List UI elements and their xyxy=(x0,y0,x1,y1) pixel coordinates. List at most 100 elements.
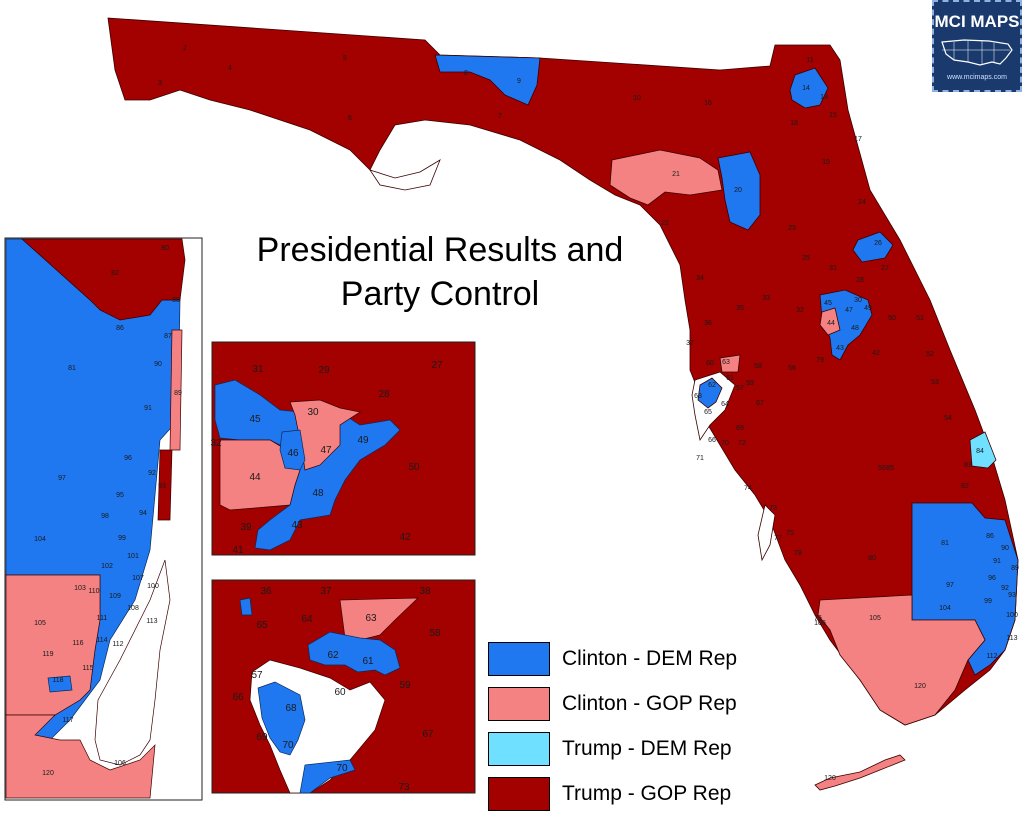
svg-text:18: 18 xyxy=(790,120,798,127)
svg-text:62: 62 xyxy=(708,382,716,389)
district-8-9 xyxy=(434,54,541,106)
svg-text:45: 45 xyxy=(249,414,261,425)
logo-title: MCI MAPS xyxy=(934,12,1020,31)
svg-text:57: 57 xyxy=(251,670,263,681)
svg-text:104: 104 xyxy=(34,536,46,543)
svg-text:80: 80 xyxy=(868,555,876,562)
svg-text:79: 79 xyxy=(816,357,824,364)
svg-text:87: 87 xyxy=(164,333,172,340)
legend-item-trump-dem: Trump - DEM Rep xyxy=(488,726,737,771)
svg-text:100: 100 xyxy=(147,583,159,590)
svg-text:58: 58 xyxy=(754,363,762,370)
svg-text:6: 6 xyxy=(348,115,352,122)
svg-text:11: 11 xyxy=(806,57,813,64)
svg-text:114: 114 xyxy=(96,637,107,644)
svg-text:67: 67 xyxy=(422,729,434,740)
legend-item-trump-gop: Trump - GOP Rep xyxy=(488,771,737,816)
svg-text:71: 71 xyxy=(696,455,704,462)
legend: Clinton - DEM Rep Clinton - GOP Rep Trum… xyxy=(488,636,737,816)
legend-item-clinton-gop: Clinton - GOP Rep xyxy=(488,681,737,726)
svg-text:86: 86 xyxy=(986,533,994,540)
state-base xyxy=(107,17,1019,726)
svg-text:8: 8 xyxy=(464,70,468,77)
legend-label: Clinton - DEM Rep xyxy=(562,646,738,670)
svg-text:51: 51 xyxy=(916,315,924,322)
svg-text:66: 66 xyxy=(708,437,716,444)
svg-text:30: 30 xyxy=(307,407,319,418)
svg-text:112: 112 xyxy=(986,653,997,660)
district-105-120 xyxy=(817,594,986,726)
svg-text:85: 85 xyxy=(886,465,894,472)
svg-text:49: 49 xyxy=(864,305,872,312)
svg-text:5: 5 xyxy=(343,55,347,62)
svg-text:63: 63 xyxy=(365,613,377,624)
svg-text:34: 34 xyxy=(696,275,704,282)
svg-text:4: 4 xyxy=(228,65,232,72)
svg-text:74: 74 xyxy=(744,485,752,492)
svg-text:57: 57 xyxy=(736,385,744,392)
svg-text:50: 50 xyxy=(408,462,420,473)
svg-text:81: 81 xyxy=(68,365,76,372)
svg-text:17: 17 xyxy=(854,136,862,143)
district-20 xyxy=(717,151,761,231)
district-30-44 xyxy=(819,307,841,336)
title-line-1: Presidential Results and xyxy=(256,231,624,269)
svg-text:22: 22 xyxy=(661,220,669,227)
svg-text:37: 37 xyxy=(320,586,332,597)
district-63 xyxy=(719,354,741,373)
svg-text:54: 54 xyxy=(944,415,952,422)
svg-text:35: 35 xyxy=(736,305,744,312)
svg-text:31: 31 xyxy=(252,364,264,375)
svg-text:27: 27 xyxy=(881,265,889,272)
svg-text:92: 92 xyxy=(148,470,156,477)
svg-text:110: 110 xyxy=(88,588,99,595)
svg-text:58: 58 xyxy=(429,628,441,639)
svg-text:60: 60 xyxy=(334,687,346,698)
svg-text:106: 106 xyxy=(114,760,126,767)
svg-text:112: 112 xyxy=(112,641,123,648)
legend-swatch-trump-dem xyxy=(488,731,550,766)
svg-text:43: 43 xyxy=(291,520,303,531)
svg-text:39: 39 xyxy=(240,522,252,533)
svg-text:24: 24 xyxy=(858,199,866,206)
svg-text:106: 106 xyxy=(814,620,826,627)
district-21 xyxy=(609,149,723,206)
svg-text:96: 96 xyxy=(988,575,996,582)
svg-text:96: 96 xyxy=(124,455,132,462)
svg-text:3: 3 xyxy=(158,80,162,87)
svg-text:65: 65 xyxy=(256,620,268,631)
svg-text:91: 91 xyxy=(144,405,152,412)
svg-text:59: 59 xyxy=(746,380,754,387)
svg-text:116: 116 xyxy=(72,640,83,647)
svg-text:49: 49 xyxy=(357,435,369,446)
svg-text:27: 27 xyxy=(431,360,443,371)
svg-text:94: 94 xyxy=(139,510,147,517)
svg-text:72: 72 xyxy=(738,440,746,447)
svg-text:69: 69 xyxy=(736,425,744,432)
svg-text:80: 80 xyxy=(161,245,169,252)
svg-text:93: 93 xyxy=(158,483,166,490)
svg-text:63: 63 xyxy=(722,359,730,366)
svg-text:46: 46 xyxy=(287,448,299,459)
svg-text:81: 81 xyxy=(941,540,949,547)
svg-text:61: 61 xyxy=(726,375,734,382)
svg-text:44: 44 xyxy=(249,472,261,483)
svg-text:66: 66 xyxy=(232,692,244,703)
svg-text:42: 42 xyxy=(872,350,880,357)
legend-swatch-clinton-dem xyxy=(488,641,550,676)
mci-maps-logo: MCI MAPS www.mcimaps.com xyxy=(932,0,1022,92)
svg-text:43: 43 xyxy=(836,345,844,352)
svg-text:10: 10 xyxy=(633,95,641,102)
inset-south-florida xyxy=(4,237,203,801)
legend-swatch-clinton-gop xyxy=(488,686,550,721)
svg-text:69: 69 xyxy=(256,732,268,743)
svg-text:38: 38 xyxy=(419,586,431,597)
svg-text:37: 37 xyxy=(686,340,694,347)
district-84 xyxy=(969,431,997,469)
main-map xyxy=(107,17,1019,791)
svg-text:64: 64 xyxy=(721,401,729,408)
svg-text:86: 86 xyxy=(116,325,124,332)
svg-text:14: 14 xyxy=(802,85,810,92)
